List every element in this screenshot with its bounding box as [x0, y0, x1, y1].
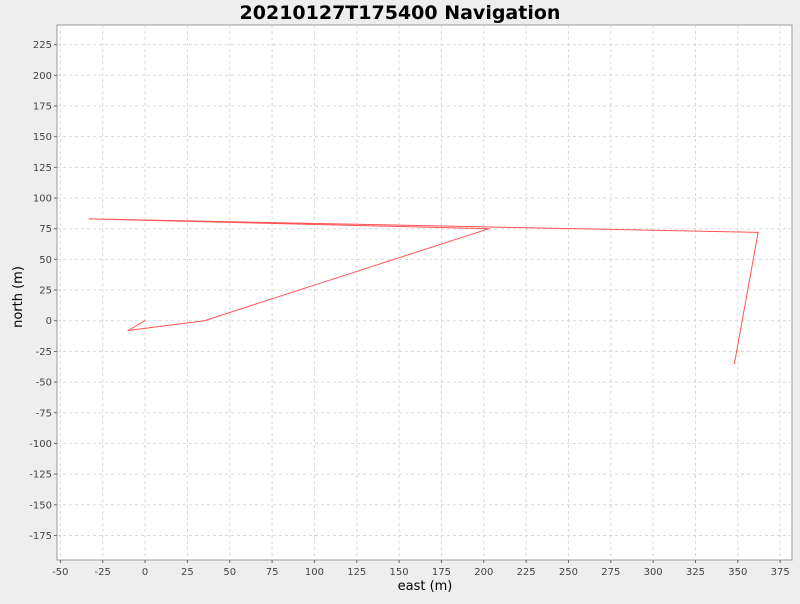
x-tick-label: -25 [95, 567, 111, 578]
x-tick-label: 50 [223, 567, 236, 578]
y-tick-label: 150 [33, 132, 52, 143]
x-tick-label: 325 [686, 567, 705, 578]
x-tick-label: 0 [142, 567, 148, 578]
track-point [488, 228, 490, 230]
y-tick-label: 75 [39, 224, 52, 235]
y-tick-label: -25 [36, 347, 52, 358]
grid-lines [57, 25, 792, 560]
y-tick-label: 50 [39, 255, 52, 266]
axis-ticks: -50 -25 0 25 50 75 100 125 150 175 200 225 250 275 300… [29, 40, 789, 578]
x-tick-label: 250 [559, 567, 578, 578]
y-tick-label: -50 [36, 378, 52, 389]
y-axis-label: north (m) [11, 266, 26, 328]
x-tick-label: 25 [181, 567, 194, 578]
x-tick-label: 100 [305, 567, 324, 578]
y-tick-label: 175 [33, 101, 52, 112]
x-tick-label: 275 [601, 567, 620, 578]
y-tick-label: 25 [39, 286, 52, 297]
y-tick-label: -175 [29, 531, 52, 542]
x-tick-label: 300 [644, 567, 663, 578]
x-tick-label: 125 [347, 567, 366, 578]
track-point [88, 218, 90, 220]
x-tick-label: 375 [771, 567, 790, 578]
y-tick-label: 0 [46, 316, 52, 327]
series-layer [88, 218, 759, 365]
x-tick-label: -50 [52, 567, 68, 578]
x-axis-label: east (m) [398, 579, 453, 594]
track-point [733, 363, 736, 365]
y-tick-label: 100 [33, 194, 52, 205]
chart-title: 20210127T175400 Navigation [240, 2, 561, 24]
track-point [757, 231, 759, 233]
track-point [203, 320, 205, 322]
x-tick-label: 200 [474, 567, 493, 578]
x-tick-label: 225 [517, 567, 536, 578]
x-tick-label: 350 [728, 567, 747, 578]
y-tick-label: 200 [33, 71, 52, 82]
x-tick-label: 175 [432, 567, 451, 578]
y-tick-label: 125 [33, 163, 52, 174]
x-tick-label: 150 [390, 567, 409, 578]
y-tick-label: 225 [33, 40, 52, 51]
y-tick-label: -75 [36, 408, 52, 419]
plot-area [56, 24, 793, 561]
y-tick-label: -150 [29, 500, 52, 511]
track-point [144, 320, 146, 322]
y-tick-label: -125 [29, 470, 52, 481]
y-tick-label: -100 [29, 439, 52, 450]
track-point [127, 329, 129, 332]
x-tick-label: 75 [266, 567, 279, 578]
